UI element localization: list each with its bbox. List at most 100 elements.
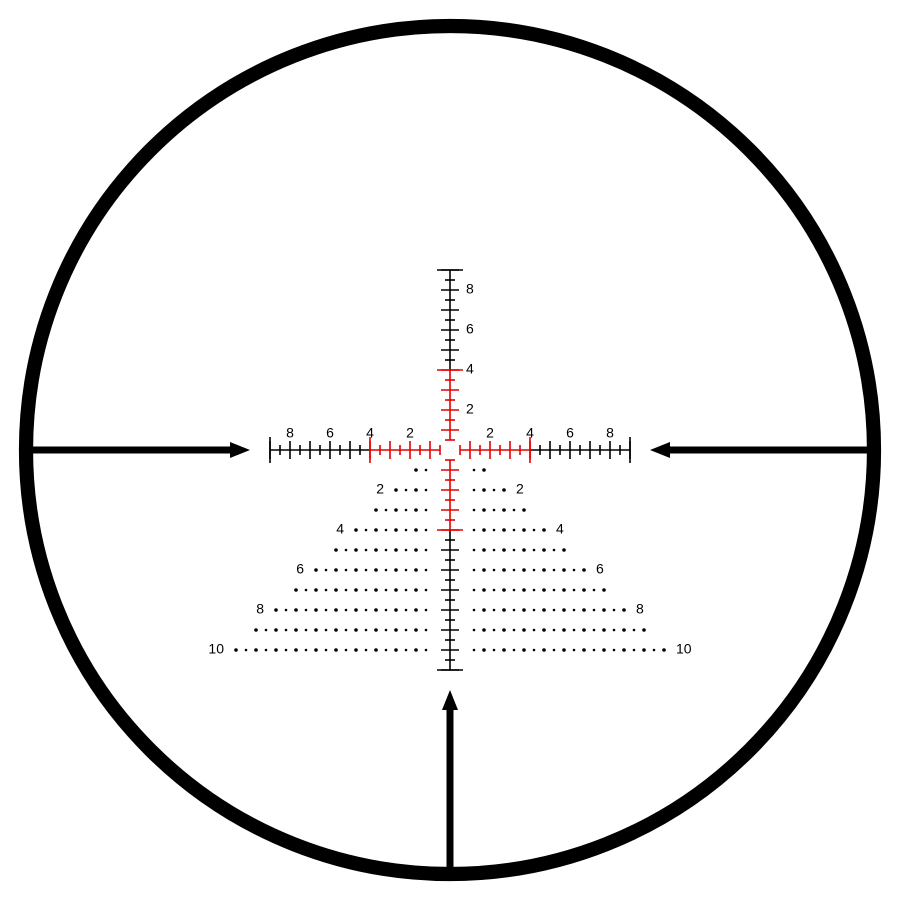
holdover-dot: [542, 608, 546, 612]
holdover-dot: [365, 549, 368, 552]
holdover-dot: [374, 648, 378, 652]
holdover-dot: [325, 589, 328, 592]
post-arrow-bottom: [442, 690, 458, 710]
holdover-dot: [374, 568, 378, 572]
reticle-diagram: 224466882468224466881010: [0, 0, 900, 900]
holdover-dot: [553, 649, 556, 652]
holdover-dot: [482, 648, 486, 652]
holdover-dot: [334, 588, 338, 592]
holdover-dot: [405, 609, 408, 612]
holdover-label: 8: [636, 601, 644, 617]
holdover-dot: [385, 509, 388, 512]
holdover-dot: [345, 569, 348, 572]
holdover-dot: [602, 608, 606, 612]
holdover-dot: [553, 549, 556, 552]
h-label: 8: [286, 425, 294, 441]
holdover-dot: [345, 549, 348, 552]
holdover-dot: [522, 608, 526, 612]
holdover-dot: [573, 629, 576, 632]
holdover-dot: [354, 528, 358, 532]
holdover-dot: [482, 588, 486, 592]
holdover-dot: [482, 508, 486, 512]
holdover-dot: [414, 588, 418, 592]
holdover-dot: [425, 509, 428, 512]
holdover-dot: [354, 608, 358, 612]
holdover-dot: [365, 589, 368, 592]
holdover-dot: [633, 649, 636, 652]
holdover-dot: [542, 648, 546, 652]
holdover-dot: [314, 588, 318, 592]
holdover-dot: [522, 508, 526, 512]
holdover-dot: [533, 549, 536, 552]
holdover-dot: [493, 629, 496, 632]
holdover-dot: [593, 629, 596, 632]
holdover-dot: [593, 649, 596, 652]
holdover-dot: [414, 468, 418, 472]
holdover-dot: [522, 648, 526, 652]
holdover-dot: [593, 589, 596, 592]
holdover-dot: [385, 549, 388, 552]
holdover-dot: [473, 609, 476, 612]
holdover-dot: [354, 548, 358, 552]
holdover-dot: [562, 588, 566, 592]
holdover-dot: [522, 548, 526, 552]
holdover-label: 2: [516, 481, 524, 497]
holdover-dot: [493, 569, 496, 572]
holdover-dot: [414, 648, 418, 652]
holdover-dot: [633, 629, 636, 632]
holdover-dot: [405, 549, 408, 552]
holdover-dot: [305, 629, 308, 632]
holdover-dot: [254, 648, 258, 652]
holdover-dot: [294, 588, 298, 592]
holdover-dot: [394, 608, 398, 612]
holdover-dot: [613, 629, 616, 632]
holdover-dot: [374, 628, 378, 632]
holdover-dot: [473, 509, 476, 512]
holdover-dot: [425, 589, 428, 592]
holdover-dot: [394, 648, 398, 652]
holdover-dot: [562, 568, 566, 572]
holdover-dot: [365, 569, 368, 572]
holdover-dot: [394, 548, 398, 552]
holdover-dot: [502, 508, 506, 512]
holdover-dot: [473, 469, 476, 472]
holdover-dot: [473, 529, 476, 532]
holdover-dot: [493, 509, 496, 512]
holdover-dot: [582, 568, 586, 572]
holdover-dot: [334, 608, 338, 612]
holdover-dot: [314, 628, 318, 632]
holdover-dot: [533, 629, 536, 632]
holdover-dot: [533, 589, 536, 592]
holdover-dot: [482, 608, 486, 612]
holdover-dot: [354, 648, 358, 652]
holdover-dot: [593, 609, 596, 612]
h-label: 4: [526, 425, 534, 441]
holdover-dot: [542, 568, 546, 572]
holdover-dot: [533, 569, 536, 572]
holdover-dot: [294, 608, 298, 612]
holdover-dot: [562, 648, 566, 652]
holdover-dot: [533, 529, 536, 532]
holdover-dot: [414, 488, 418, 492]
holdover-dot: [374, 528, 378, 532]
holdover-dot: [365, 529, 368, 532]
holdover-dot: [425, 629, 428, 632]
holdover-dot: [405, 589, 408, 592]
holdover-dot: [533, 649, 536, 652]
holdover-dot: [254, 628, 258, 632]
holdover-dot: [493, 649, 496, 652]
holdover-dot: [493, 609, 496, 612]
holdover-dot: [553, 629, 556, 632]
holdover-dot: [285, 649, 288, 652]
holdover-dot: [425, 649, 428, 652]
holdover-dot: [553, 609, 556, 612]
holdover-dot: [305, 649, 308, 652]
holdover-dot: [405, 509, 408, 512]
h-label: 2: [486, 425, 494, 441]
holdover-dot: [314, 568, 318, 572]
holdover-dot: [294, 648, 298, 652]
holdover-dot: [553, 589, 556, 592]
holdover-dot: [374, 548, 378, 552]
holdover-dot: [354, 568, 358, 572]
holdover-dot: [473, 549, 476, 552]
